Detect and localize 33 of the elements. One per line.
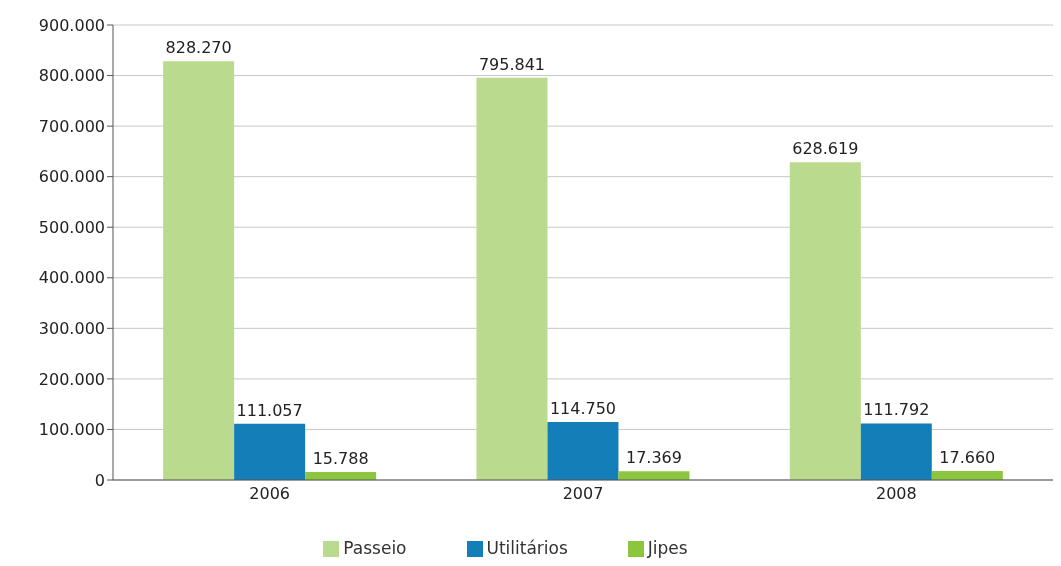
y-tick-label: 200.000 <box>38 369 105 389</box>
data-label: 17.369 <box>625 448 682 468</box>
y-tick-label: 500.000 <box>38 217 105 237</box>
data-label: 114.750 <box>549 398 617 418</box>
data-label: 15.788 <box>312 449 369 469</box>
y-tick-label: 400.000 <box>38 268 105 288</box>
bar <box>547 421 619 480</box>
bar <box>163 61 235 480</box>
data-label: 111.792 <box>863 400 930 420</box>
y-tick-label: 0 <box>94 470 105 490</box>
x-tick-label: 2006 <box>249 484 291 504</box>
data-label: 17.660 <box>939 448 996 468</box>
y-tick-label: 900.000 <box>38 15 105 35</box>
bar <box>789 162 861 480</box>
legend-label: Utilitários <box>486 538 568 558</box>
data-label: 795.841 <box>478 54 546 74</box>
bar <box>234 423 306 480</box>
bar <box>931 471 1003 480</box>
bar <box>860 423 932 480</box>
x-tick-label: 2007 <box>562 484 604 504</box>
bar <box>618 471 690 480</box>
data-label: 628.619 <box>792 139 859 159</box>
y-tick-label: 300.000 <box>38 319 105 339</box>
y-tick-label: 600.000 <box>38 167 105 187</box>
bar <box>476 77 548 480</box>
data-label: 828.270 <box>165 38 232 58</box>
x-tick-label: 2008 <box>875 484 917 504</box>
y-tick-label: 700.000 <box>38 116 105 136</box>
y-tick-label: 800.000 <box>38 66 105 86</box>
data-label: 111.057 <box>236 400 303 420</box>
legend-label: Jipes <box>647 538 688 558</box>
y-tick-label: 100.000 <box>38 420 105 440</box>
legend-label: Passeio <box>343 538 407 558</box>
